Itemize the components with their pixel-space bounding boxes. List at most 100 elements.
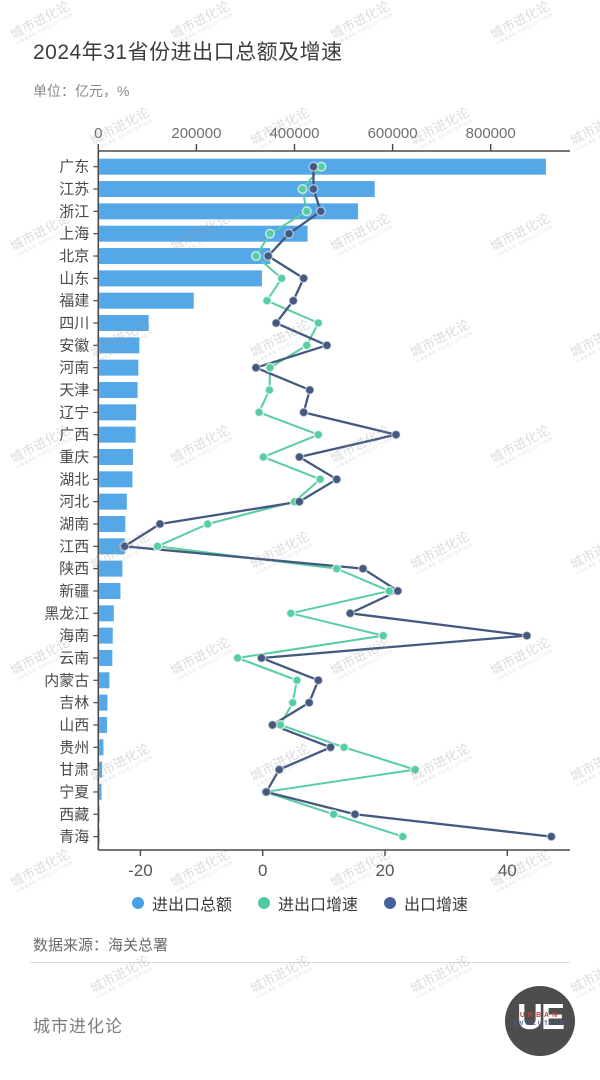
trade-total-bar: [99, 270, 262, 287]
export-growth-point: [546, 831, 557, 842]
trade-total-bar: [99, 649, 113, 666]
province-label: 辽宁: [59, 404, 89, 421]
legend-item-trade-total: 进出口总额: [131, 891, 232, 915]
export-growth-point: [294, 496, 305, 507]
bottom-axis-tick-label: 40: [498, 861, 517, 880]
import-export-growth-point: [250, 250, 262, 262]
export-growth-point: [250, 362, 262, 373]
watermark-subtext: URBAN EVOLUTION: [255, 966, 314, 1001]
province-label: 海南: [59, 628, 89, 645]
import-export-growth-point: [258, 451, 269, 463]
import-export-growth-point: [232, 652, 243, 664]
watermark-subtext: URBAN EVOLUTION: [95, 966, 154, 1001]
province-label: 四川: [59, 315, 89, 332]
export-growth-point: [261, 786, 272, 797]
province-label: 陕西: [59, 561, 89, 578]
watermark-text: 城市进化论: [407, 952, 473, 997]
import-export-growth-point: [328, 809, 339, 820]
import-export-growth-point: [315, 474, 326, 485]
watermark-text: 城市进化论: [247, 952, 313, 997]
import-export-growth-point: [261, 295, 273, 306]
province-label: 重庆: [59, 449, 89, 466]
footer-divider: [30, 962, 570, 963]
trade-total-bar: [99, 806, 100, 823]
province-label: 江苏: [59, 181, 89, 198]
top-axis-tick-label: 800000: [466, 125, 516, 142]
top-axis-tick-label: 0: [94, 125, 102, 142]
trade-total-bar: [99, 828, 100, 845]
trade-total-bar: [99, 493, 127, 510]
watermark-text: 城市进化论: [87, 952, 153, 997]
legend-label: 进出口增速: [277, 897, 358, 914]
province-label: 新疆: [59, 583, 89, 600]
trade-total-bar: [99, 248, 271, 265]
bottom-axis-tick-label: 20: [376, 861, 395, 880]
legend-label: 出口增速: [404, 897, 469, 914]
province-label: 宁夏: [59, 784, 89, 801]
export-growth-point: [345, 608, 356, 619]
export-growth-point: [392, 585, 403, 597]
trade-total-bar: [99, 203, 359, 220]
export-growth-point: [304, 384, 315, 396]
province-label: 河南: [59, 360, 89, 377]
import-export-growth-point: [264, 228, 276, 239]
trade-total-bar: [99, 359, 139, 376]
watermark-text: 城市进化论: [7, 0, 73, 43]
import-export-growth-point: [264, 362, 276, 373]
province-label: 西藏: [59, 806, 89, 823]
import-export-growth-point: [331, 563, 342, 574]
province-label: 山东: [59, 270, 89, 287]
province-label: 浙江: [59, 203, 89, 220]
province-label: 黑龙江: [44, 605, 89, 622]
trade-total-bar: [99, 716, 108, 733]
trade-total-bar: [99, 382, 138, 398]
export-growth-point: [315, 206, 326, 217]
province-label: 广东: [59, 159, 89, 176]
watermark: 城市进化论 URBAN EVOLUTION: [488, 0, 557, 50]
ue-logo-monogram: UE: [516, 996, 565, 1037]
page-title: 2024年31省份进出口总额及增速: [33, 41, 343, 64]
legend-item-export-growth: 出口增速: [384, 891, 468, 915]
brand-name: 城市进化论: [33, 1017, 123, 1036]
trade-total-bar: [99, 739, 104, 756]
watermark-text: 城市进化论: [167, 0, 233, 43]
bar-series-swatch: [131, 897, 144, 909]
top-axis-tick-label: 200000: [171, 125, 221, 142]
import-export-growth-point: [276, 273, 287, 284]
trade-total-bar: [99, 761, 103, 778]
import-export-growth-point: [384, 585, 395, 597]
export-growth-point: [390, 429, 402, 440]
province-label: 贵州: [59, 739, 89, 756]
trade-total-bar: [99, 426, 136, 443]
province-label: 福建: [59, 293, 89, 310]
province-label: 内蒙古: [44, 672, 89, 689]
export-growth-point: [288, 295, 299, 306]
export-growth-point: [321, 340, 332, 351]
watermark-subtext: URBAN EVOLUTION: [415, 966, 474, 1001]
export-growth-swatch: [384, 897, 396, 909]
import-export-growth-point: [301, 340, 312, 351]
bottom-axis-tick-label: -20: [128, 861, 153, 880]
trade-total-bar: [99, 292, 194, 309]
trade-total-bar: [99, 672, 110, 689]
export-growth-point: [283, 228, 295, 239]
export-growth-point: [331, 474, 342, 485]
province-label: 北京: [59, 248, 89, 265]
legend-item-trade-growth: 进出口增速: [257, 891, 358, 915]
trade-total-bar: [99, 605, 114, 622]
export-growth-point: [154, 518, 166, 530]
watermark-text: 城市进化论: [567, 952, 600, 997]
export-growth-point: [325, 742, 336, 753]
province-label: 天津: [59, 382, 89, 399]
trade-total-bar: [99, 448, 133, 465]
ue-logo-evolution-text: EVOLUTION: [513, 1021, 567, 1027]
export-growth-point: [267, 719, 278, 731]
import-export-growth-point: [397, 831, 408, 842]
export-growth-point: [263, 250, 274, 262]
watermark-subtext: URBAN EVOLUTION: [335, 12, 394, 47]
watermark-subtext: URBAN EVOLUTION: [495, 12, 554, 47]
trade-total-bar: [99, 694, 108, 711]
export-growth-point: [521, 630, 532, 641]
trade-total-bar: [99, 404, 137, 421]
province-label: 江西: [59, 538, 89, 555]
